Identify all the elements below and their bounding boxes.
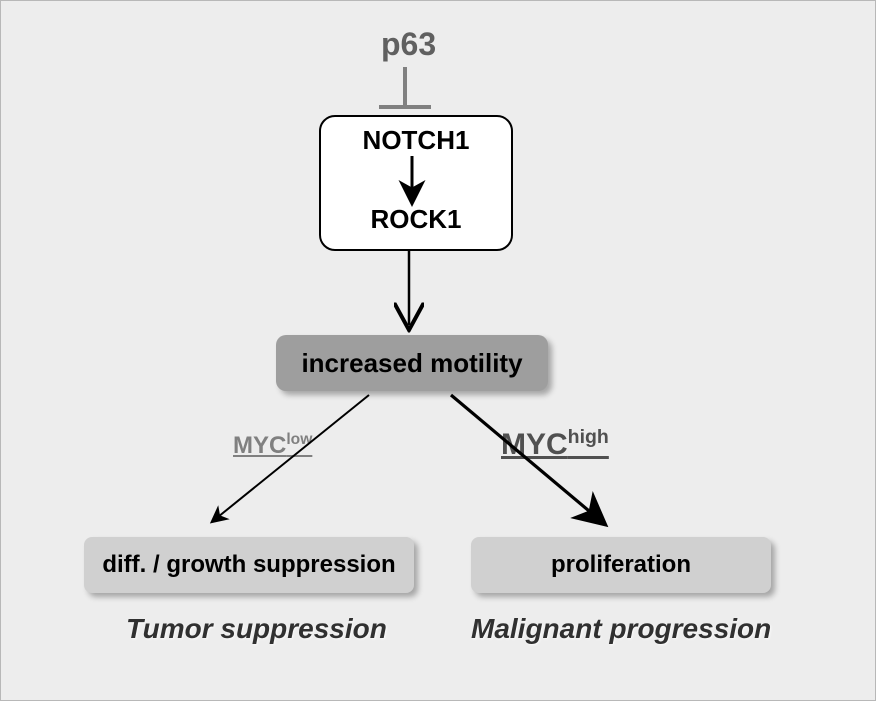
caption-left-text: Tumor suppression xyxy=(126,613,387,644)
p63-label: p63 xyxy=(381,26,436,62)
caption-malignant-progression: Malignant progression xyxy=(471,613,771,645)
node-p63: p63 xyxy=(381,26,436,63)
caption-tumor-suppression: Tumor suppression xyxy=(126,613,387,645)
outcome-right-label: proliferation xyxy=(551,551,691,579)
motility-label: increased motility xyxy=(301,348,522,379)
outcome-right-box: proliferation xyxy=(471,537,771,593)
caption-right-text: Malignant progression xyxy=(471,613,771,644)
rock1-label: ROCK1 xyxy=(321,204,511,235)
notch1-label: NOTCH1 xyxy=(321,125,511,156)
outcome-left-label: diff. / growth suppression xyxy=(102,551,395,579)
outcome-left-box: diff. / growth suppression xyxy=(84,537,414,593)
myc-high-label: MYChigh xyxy=(501,426,609,462)
notch-rock-box: NOTCH1 ROCK1 xyxy=(319,115,513,251)
diagram-canvas: p63 NOTCH1 ROCK1 increased motility MYCl… xyxy=(0,0,876,701)
motility-box: increased motility xyxy=(276,335,548,391)
myc-low-label: MYClow xyxy=(233,431,312,460)
